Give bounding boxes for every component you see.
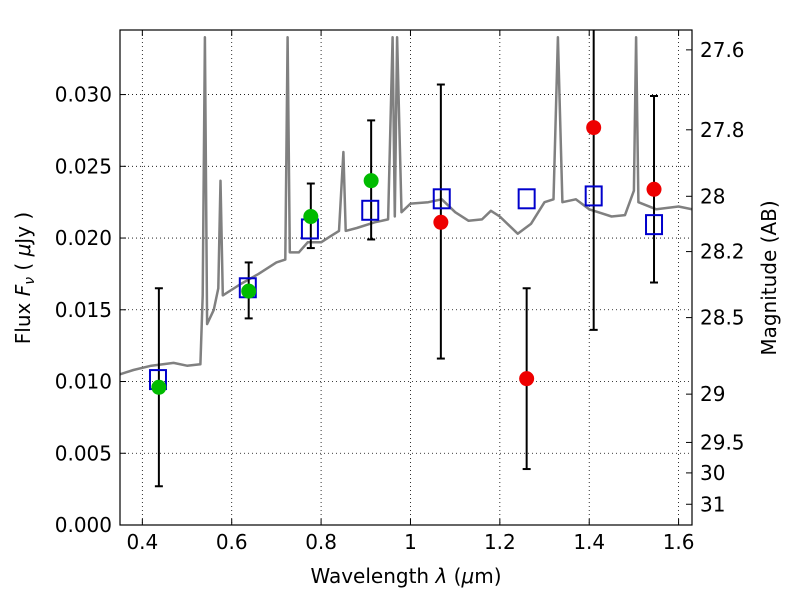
optical-point [303, 209, 319, 225]
right-tick-label: 31 [700, 492, 725, 516]
y-tick-label: 0.000 [55, 513, 112, 537]
grid-lines [120, 30, 692, 525]
right-axis-label: Magnitude (AB) [757, 200, 781, 355]
optical-point [151, 379, 167, 395]
x-tick-label: 1.4 [573, 530, 605, 554]
observed-photometry-points [151, 120, 662, 395]
nir-point [519, 371, 535, 387]
y-axis-label: Flux Fν ( μJy ) [11, 212, 38, 344]
x-tick-label: 0.4 [126, 530, 158, 554]
nir-point [586, 120, 602, 136]
plot-frame [119, 29, 693, 526]
right-tick-label: 27.8 [700, 118, 745, 142]
right-tick-label: 28.2 [700, 240, 745, 264]
y-axis-ticks: 0.000 0.005 0.010 0.015 0.020 0.025 0.030 [55, 83, 126, 537]
x-axis-label: Wavelength λ (μm) [310, 564, 501, 588]
x-tick-label: 1 [404, 530, 417, 554]
right-tick-label: 29 [700, 382, 725, 406]
right-tick-label: 29.5 [700, 430, 745, 454]
right-tick-label: 28.5 [700, 306, 745, 330]
right-tick-label: 27.6 [700, 38, 745, 62]
y-tick-label: 0.020 [55, 226, 112, 250]
x-tick-label: 0.6 [216, 530, 248, 554]
model-sed-curve [120, 35, 692, 376]
model-square [517, 188, 536, 210]
optical-point [363, 173, 379, 189]
error-bars [154, 30, 659, 488]
model-square [432, 188, 451, 210]
right-tick-label: 30 [700, 461, 725, 485]
x-axis-ticks: 0.4 0.6 0.8 1 1.2 1.4 1.6 [126, 30, 695, 554]
model-square [361, 199, 380, 221]
y-tick-label: 0.010 [55, 370, 112, 394]
x-tick-label: 0.8 [305, 530, 337, 554]
model-square [645, 214, 664, 236]
x-tick-label: 1.6 [663, 530, 695, 554]
sed-line [120, 35, 692, 376]
nir-point [433, 214, 449, 230]
nir-point [646, 181, 662, 197]
optical-point [241, 283, 257, 299]
right-tick-label: 28 [700, 184, 725, 208]
y-tick-label: 0.005 [55, 441, 112, 465]
model-photometry-squares [148, 185, 664, 391]
model-square [584, 185, 603, 207]
y-tick-label: 0.030 [55, 83, 112, 107]
y-tick-label: 0.025 [55, 154, 112, 178]
y-tick-label: 0.015 [55, 298, 112, 322]
right-axis-ticks: 27.6 27.8 28 28.2 28.5 29 29.5 30 31 [686, 38, 745, 516]
x-tick-label: 1.2 [484, 530, 516, 554]
